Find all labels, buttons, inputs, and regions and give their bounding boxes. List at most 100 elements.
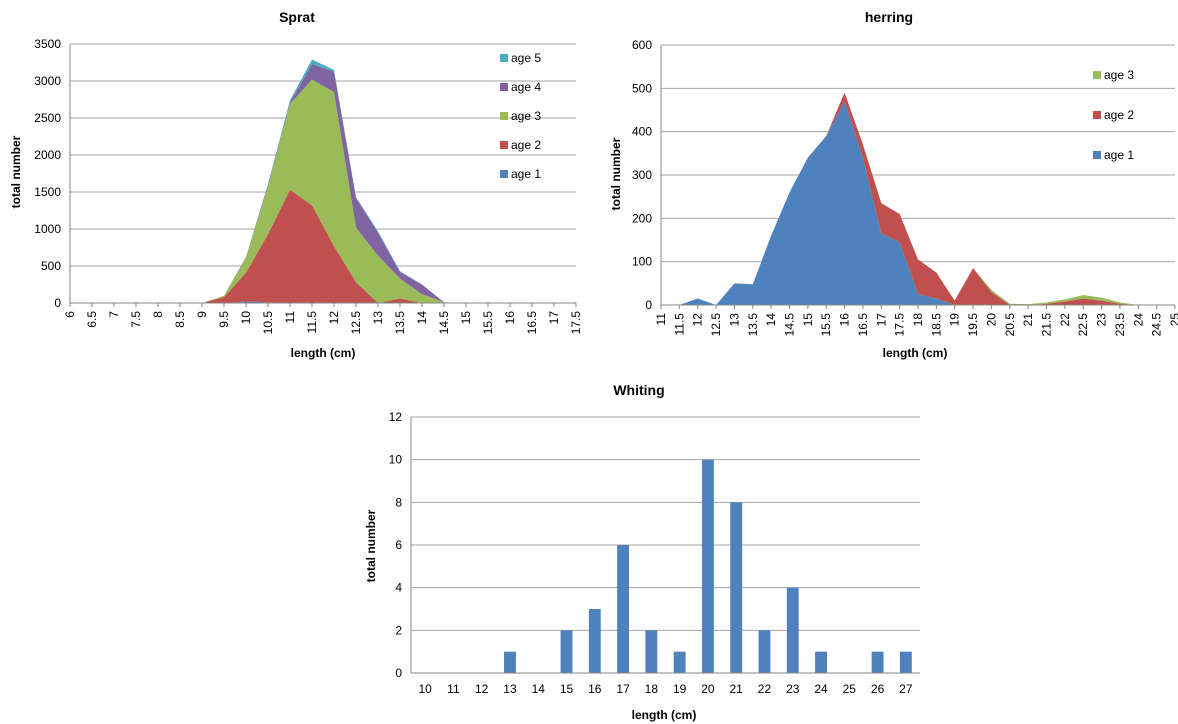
x-tick-label: 21	[730, 682, 744, 696]
legend-entry: age 4	[511, 80, 541, 94]
area-series-age-3	[70, 79, 576, 304]
x-tick-label: 18	[645, 682, 659, 696]
whiting-ylabel: total number	[364, 509, 378, 582]
x-tick-label: 17.5	[569, 311, 583, 335]
x-tick-label: 11.5	[672, 313, 686, 336]
x-tick-label: 18.5	[929, 313, 943, 337]
x-tick-label: 26	[871, 682, 885, 696]
bar	[730, 502, 743, 673]
x-tick-label: 13	[503, 682, 517, 696]
legend-swatch	[500, 54, 508, 62]
y-tick-label: 200	[632, 211, 652, 225]
y-tick-label: 0	[54, 296, 61, 310]
x-tick-label: 6	[63, 311, 77, 318]
y-tick-label: 3500	[34, 37, 61, 51]
legend-swatch	[500, 170, 508, 178]
bar	[701, 459, 714, 673]
area-series-age-2	[70, 189, 576, 303]
bar	[673, 651, 686, 673]
herring-ylabel: total number	[609, 137, 623, 210]
bar	[560, 630, 573, 673]
x-tick-label: 20.5	[1003, 313, 1017, 337]
x-tick-label: 16.5	[856, 313, 870, 337]
x-tick-label: 15.5	[819, 313, 833, 337]
legend-swatch	[500, 83, 508, 91]
area-series-age-2	[661, 92, 1175, 306]
x-tick-label: 16	[588, 682, 602, 696]
y-tick-label: 6	[395, 538, 402, 552]
x-tick-label: 17	[616, 682, 630, 696]
whiting-gridlines	[411, 416, 920, 631]
legend-entry: age 2	[1104, 108, 1134, 122]
x-tick-label: 12.5	[709, 313, 723, 337]
x-tick-label: 20	[984, 313, 998, 327]
y-tick-label: 2000	[34, 148, 61, 162]
x-tick-label: 13	[371, 311, 385, 325]
x-tick-label: 15	[801, 313, 815, 327]
y-tick-label: 0	[395, 666, 402, 680]
legend-entry: age 3	[1104, 68, 1134, 82]
area-series-age-1	[661, 101, 1175, 305]
x-tick-label: 18	[911, 313, 925, 327]
sprat-chart: Sprat total number length (cm) 0 500 1000 1…	[9, 9, 583, 360]
legend-swatch	[500, 141, 508, 149]
legend-entry: age 1	[511, 167, 541, 181]
whiting-title: Whiting	[613, 382, 664, 398]
x-tick-label: 22.5	[1076, 313, 1090, 337]
x-tick-label: 22	[1058, 313, 1072, 327]
bar	[758, 630, 771, 673]
x-tick-label: 9	[195, 311, 209, 318]
sprat-axes: 0 500 1000 1500 2000 2500 3000 3500 6 6.5 7 7.5 8 8.5…	[34, 37, 583, 334]
x-tick-label: 27	[899, 682, 913, 696]
legend-swatch	[1093, 71, 1101, 79]
sprat-title: Sprat	[279, 9, 315, 25]
herring-chart: herring total number length (cm) 0 100 200…	[609, 9, 1178, 360]
legend-swatch	[1093, 111, 1101, 119]
y-tick-label: 500	[632, 81, 652, 95]
bar	[815, 651, 827, 673]
y-tick-label: 3000	[34, 74, 61, 88]
herring-legend: age 3 age 2 age 1	[1093, 68, 1134, 162]
bar	[504, 651, 516, 673]
x-tick-label: 23.5	[1113, 313, 1127, 337]
sprat-xlabel: length (cm)	[291, 346, 356, 360]
x-tick-label: 15.5	[481, 311, 495, 335]
x-tick-label: 15	[459, 311, 473, 325]
bar	[617, 545, 630, 673]
x-tick-label: 23	[786, 682, 800, 696]
x-tick-label: 13	[727, 313, 741, 327]
y-tick-label: 8	[395, 495, 402, 509]
x-tick-label: 10	[418, 682, 432, 696]
bar	[588, 609, 601, 673]
x-tick-label: 15	[560, 682, 574, 696]
x-tick-label: 12	[327, 311, 341, 325]
legend-swatch	[1093, 151, 1101, 159]
whiting-chart: Whiting total number length (cm) 0246810…	[364, 382, 920, 722]
x-tick-label: 13.5	[393, 311, 407, 335]
x-tick-label: 19	[673, 682, 687, 696]
x-tick-label: 24	[1131, 313, 1145, 327]
bar	[645, 630, 658, 673]
sprat-ylabel: total number	[9, 135, 23, 208]
y-tick-label: 12	[389, 410, 403, 424]
x-tick-label: 11.5	[305, 311, 319, 334]
bar	[899, 651, 912, 673]
x-tick-label: 14	[764, 313, 778, 327]
x-tick-label: 25	[1168, 313, 1178, 327]
x-tick-label: 21.5	[1040, 313, 1054, 337]
x-tick-label: 12	[475, 682, 489, 696]
x-tick-label: 11	[654, 313, 668, 326]
x-tick-label: 17	[874, 313, 888, 327]
y-tick-label: 0	[645, 298, 652, 312]
x-tick-label: 14.5	[437, 311, 451, 335]
x-tick-label: 11	[283, 311, 297, 324]
legend-entry: age 1	[1104, 148, 1134, 162]
bar	[786, 587, 799, 673]
bar	[871, 651, 884, 673]
y-tick-label: 500	[41, 259, 61, 273]
x-tick-label: 17.5	[893, 313, 907, 337]
x-tick-label: 14	[415, 311, 429, 325]
legend-entry: age 2	[511, 138, 541, 152]
y-tick-label: 2500	[34, 111, 61, 125]
